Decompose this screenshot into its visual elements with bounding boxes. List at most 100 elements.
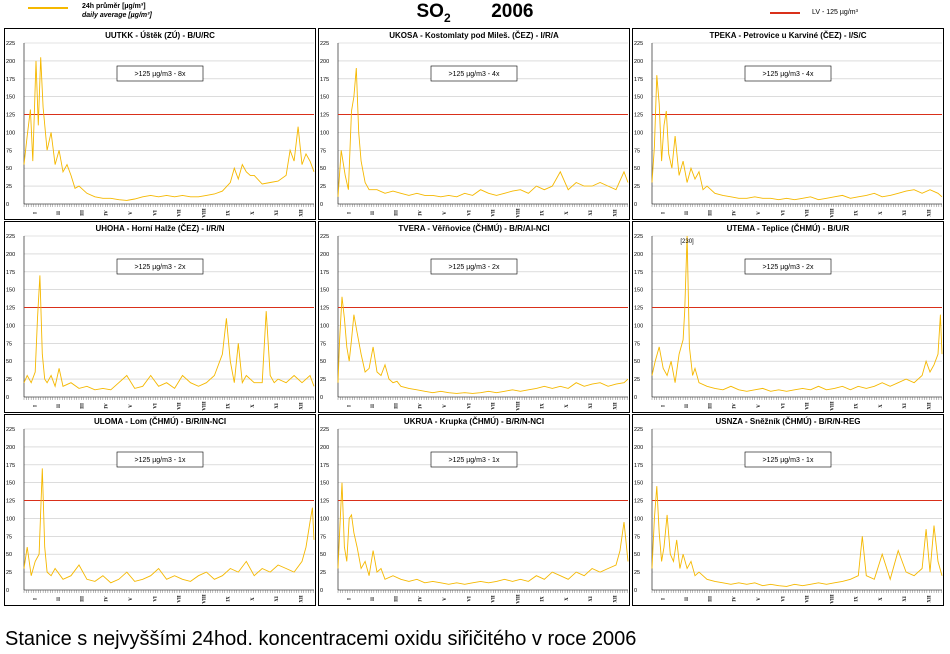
month-label: VIII bbox=[202, 401, 207, 411]
month-label: VII bbox=[178, 402, 183, 410]
month-label: IX bbox=[227, 596, 232, 602]
y-tick-label: 25 bbox=[6, 570, 12, 576]
y-tick-label: 200 bbox=[320, 252, 329, 258]
month-label: XII bbox=[613, 209, 618, 217]
month-label: II bbox=[57, 211, 62, 215]
y-tick-label: 225 bbox=[6, 234, 15, 240]
y-tick-label: 150 bbox=[634, 288, 643, 294]
month-label: IX bbox=[855, 596, 860, 602]
y-tick-label: 0 bbox=[634, 202, 637, 208]
month-label: V bbox=[129, 597, 134, 601]
month-label: X bbox=[879, 404, 884, 408]
chart-panel: USNZA - Sněžník (ČHMÚ) - B/R/N-REG 0 25 50 7… bbox=[632, 414, 944, 606]
month-label: V bbox=[443, 404, 448, 408]
month-label: II bbox=[371, 211, 376, 215]
panel-frame bbox=[318, 414, 630, 606]
daily-average-series bbox=[651, 235, 943, 392]
y-tick-label: 100 bbox=[634, 130, 643, 136]
y-tick-label: 25 bbox=[320, 377, 326, 383]
y-tick-label: 125 bbox=[634, 499, 643, 505]
exceedance-box bbox=[430, 65, 518, 82]
month-label: V bbox=[443, 211, 448, 215]
y-tick-label: 25 bbox=[320, 570, 326, 576]
station-chart: UUTKK - Úštěk (ZÚ) - B/U/RC 0 25 50 75 100 125… bbox=[4, 28, 316, 220]
month-label: XII bbox=[927, 209, 932, 217]
month-label: VIII bbox=[830, 594, 835, 604]
exceedance-box bbox=[744, 65, 832, 82]
y-tick-label: 200 bbox=[634, 59, 643, 65]
station-chart: TPEKA - Petrovice u Karviné (ČEZ) - I/S/… bbox=[632, 28, 944, 220]
month-label: X bbox=[251, 404, 256, 408]
title-pollutant-subscript: 2 bbox=[443, 10, 451, 25]
month-label: XII bbox=[927, 402, 932, 410]
y-tick-label: 175 bbox=[320, 270, 329, 276]
y-tick-label: 100 bbox=[6, 323, 15, 329]
month-label: VI bbox=[781, 596, 786, 602]
panel-title: TPEKA - Petrovice u Karviné (ČEZ) - I/S/… bbox=[709, 31, 866, 40]
daily-average-series bbox=[23, 57, 315, 201]
y-tick-label: 100 bbox=[634, 516, 643, 522]
y-tick-label: 125 bbox=[6, 499, 15, 505]
exceedance-label: >125 µg/m3 - 2x bbox=[449, 264, 500, 271]
station-chart: UTEMA - Teplice (ČHMÚ) - B/U/R 0 25 50 75 100… bbox=[632, 221, 944, 413]
y-tick-label: 50 bbox=[6, 166, 12, 172]
panel-frame bbox=[318, 28, 630, 220]
y-tick-label: 200 bbox=[6, 59, 15, 65]
figure-caption: Stanice s nejvyššími 24hod. koncentracem… bbox=[5, 628, 637, 650]
y-tick-label: 75 bbox=[634, 341, 640, 347]
month-label: IV bbox=[419, 403, 424, 409]
y-tick-label: 100 bbox=[320, 323, 329, 329]
y-tick-label: 175 bbox=[320, 77, 329, 83]
y-tick-label: 25 bbox=[634, 570, 640, 576]
y-tick-label: 25 bbox=[6, 377, 12, 383]
y-tick-label: 225 bbox=[6, 41, 15, 47]
month-label: IV bbox=[105, 210, 110, 216]
chart-panel: ULOMA - Lom (ČHMÚ) - B/R/IN-NCI 0 25 50 75 10… bbox=[4, 414, 316, 606]
month-label: IX bbox=[227, 403, 232, 409]
month-label: II bbox=[685, 597, 690, 601]
month-label: XI bbox=[589, 210, 594, 216]
exceedance-box bbox=[430, 451, 518, 468]
y-tick-label: 150 bbox=[6, 481, 15, 487]
month-label: I bbox=[661, 598, 666, 600]
month-label: XI bbox=[903, 596, 908, 602]
y-tick-label: 0 bbox=[634, 395, 637, 401]
y-tick-label: 75 bbox=[634, 148, 640, 154]
y-tick-label: 75 bbox=[320, 341, 326, 347]
month-label: XII bbox=[927, 595, 932, 603]
month-label: X bbox=[565, 404, 570, 408]
legend-average-label-en: daily average [µg/m³] bbox=[82, 12, 152, 19]
y-tick-label: 75 bbox=[634, 534, 640, 540]
y-tick-label: 50 bbox=[6, 552, 12, 558]
y-tick-label: 125 bbox=[634, 113, 643, 119]
month-label: VIII bbox=[516, 401, 521, 411]
month-label: X bbox=[565, 211, 570, 215]
panel-title: UUTKK - Úštěk (ZÚ) - B/U/RC bbox=[105, 31, 215, 40]
month-label: XI bbox=[275, 596, 280, 602]
panel-title: TVERA - Věřňovice (ČHMÚ) - B/R/AI-NCI bbox=[398, 224, 549, 233]
exceedance-label: >125 µg/m3 - 8x bbox=[135, 71, 186, 78]
month-label: I bbox=[347, 598, 352, 600]
month-label: IV bbox=[733, 596, 738, 602]
y-tick-label: 50 bbox=[6, 359, 12, 365]
y-tick-label: 50 bbox=[320, 552, 326, 558]
month-label: VII bbox=[806, 402, 811, 410]
month-label: IX bbox=[227, 210, 232, 216]
y-tick-label: 125 bbox=[6, 306, 15, 312]
y-tick-label: 150 bbox=[320, 288, 329, 294]
exceedance-label: >125 µg/m3 - 1x bbox=[135, 457, 186, 464]
month-label: III bbox=[708, 210, 713, 216]
month-label: IX bbox=[855, 210, 860, 216]
month-label: VIII bbox=[516, 208, 521, 218]
month-label: II bbox=[371, 404, 376, 408]
exceedance-box bbox=[116, 65, 204, 82]
month-label: II bbox=[685, 404, 690, 408]
month-label: XII bbox=[299, 595, 304, 603]
panel-title: UKOSA - Kostomlaty pod Mileš. (ČEZ) - I/… bbox=[389, 31, 559, 40]
month-label: XI bbox=[903, 403, 908, 409]
panel-frame bbox=[632, 28, 944, 220]
y-tick-label: 100 bbox=[6, 130, 15, 136]
month-label: VIII bbox=[202, 594, 207, 604]
y-tick-label: 25 bbox=[634, 184, 640, 190]
peak-label: [230] bbox=[680, 239, 694, 245]
